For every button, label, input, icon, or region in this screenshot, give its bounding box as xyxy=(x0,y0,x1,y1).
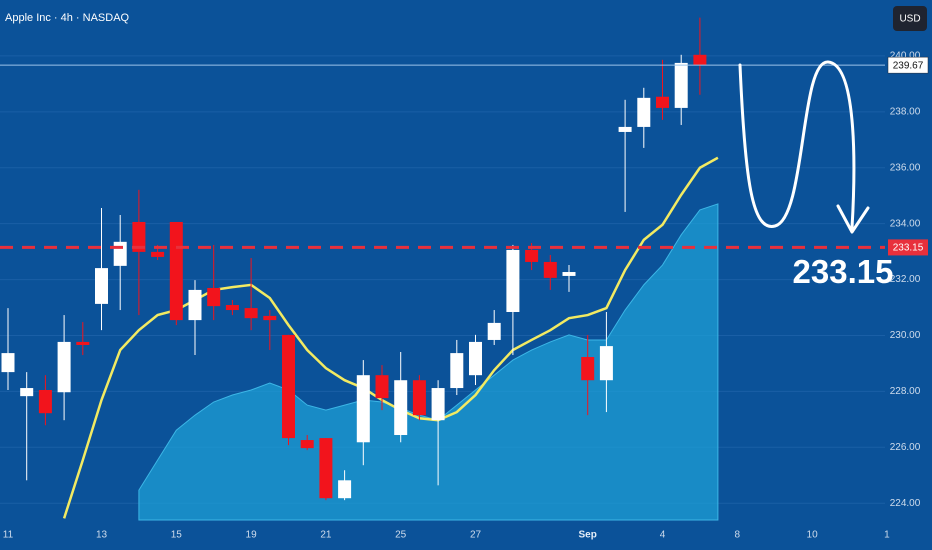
candle-body xyxy=(57,341,71,393)
price-axis: 224.00 226.00 228.00 230.00 232.00 234.00 236.… xyxy=(3,51,921,541)
x-tick-label: 11 xyxy=(3,530,14,541)
candle-body xyxy=(76,341,90,345)
y-tick-label: 230.00 xyxy=(890,330,921,341)
candle-body xyxy=(282,334,295,439)
x-tick-label: 4 xyxy=(660,530,666,541)
candle-body xyxy=(412,380,426,416)
y-tick-label: 236.00 xyxy=(890,162,921,173)
candle-body xyxy=(95,268,108,304)
x-tick-label: 25 xyxy=(395,530,407,541)
candle-body xyxy=(188,289,202,321)
y-tick-label: 234.00 xyxy=(890,218,921,229)
candle-body xyxy=(300,440,314,449)
candle-body xyxy=(20,388,34,397)
x-tick-label: Sep xyxy=(579,530,597,541)
candle-body xyxy=(656,96,669,108)
candle-body xyxy=(1,353,15,373)
plot-area xyxy=(0,17,885,521)
candle-body xyxy=(599,346,613,381)
candle-body xyxy=(431,388,445,421)
candle-body xyxy=(38,390,52,414)
candle-body xyxy=(244,308,258,319)
currency-label: USD xyxy=(899,14,920,25)
candle-body xyxy=(618,126,632,132)
candle-body xyxy=(225,305,239,311)
candle-body xyxy=(487,322,501,340)
x-tick-label: 27 xyxy=(470,530,482,541)
x-tick-label: 13 xyxy=(96,530,108,541)
candle-body xyxy=(637,97,651,127)
candle-body xyxy=(525,249,539,262)
y-tick-label: 238.00 xyxy=(890,106,921,117)
candle-body xyxy=(394,380,408,436)
x-tick-label: 8 xyxy=(735,530,741,541)
x-tick-label: 15 xyxy=(171,530,183,541)
candle-body xyxy=(151,251,165,257)
candle-body xyxy=(693,54,707,65)
candle-body xyxy=(132,221,146,252)
x-tick-label: 10 xyxy=(807,530,819,541)
currency-badge[interactable] xyxy=(893,6,927,31)
y-tick-label: 226.00 xyxy=(890,442,921,453)
candle-body xyxy=(356,375,370,443)
candle-body xyxy=(543,261,557,278)
candle-body xyxy=(263,315,277,321)
chart-title: Apple Inc · 4h · NASDAQ xyxy=(5,12,130,24)
current-price-box xyxy=(887,56,929,74)
candle-body xyxy=(113,241,127,266)
current-price-label: 239.67 xyxy=(893,60,924,71)
candle-body xyxy=(469,341,482,376)
arrow-head xyxy=(836,204,870,234)
level-annotation: 233.15 xyxy=(793,253,894,290)
y-tick-label: 224.00 xyxy=(890,498,921,509)
drawn-arrow xyxy=(738,60,856,230)
candle-body xyxy=(319,438,333,499)
candle-body xyxy=(581,357,595,381)
candle-body xyxy=(450,353,464,389)
candle-body xyxy=(562,272,576,276)
x-tick-label: 21 xyxy=(320,530,332,541)
candle-body xyxy=(375,375,389,399)
candle-body xyxy=(506,249,520,312)
x-tick-label: 19 xyxy=(246,530,258,541)
candle-body xyxy=(338,480,352,499)
x-tick-label: 1 xyxy=(884,530,890,541)
candle-body xyxy=(674,62,688,108)
candle-body xyxy=(207,287,221,307)
y-tick-label: 228.00 xyxy=(890,386,921,397)
candle-body xyxy=(169,221,183,321)
level-price-label: 233.15 xyxy=(893,243,924,254)
level-price-box xyxy=(888,239,928,256)
y-tick-label: 232.00 xyxy=(890,274,921,285)
y-tick-label: 240.00 xyxy=(890,51,921,62)
